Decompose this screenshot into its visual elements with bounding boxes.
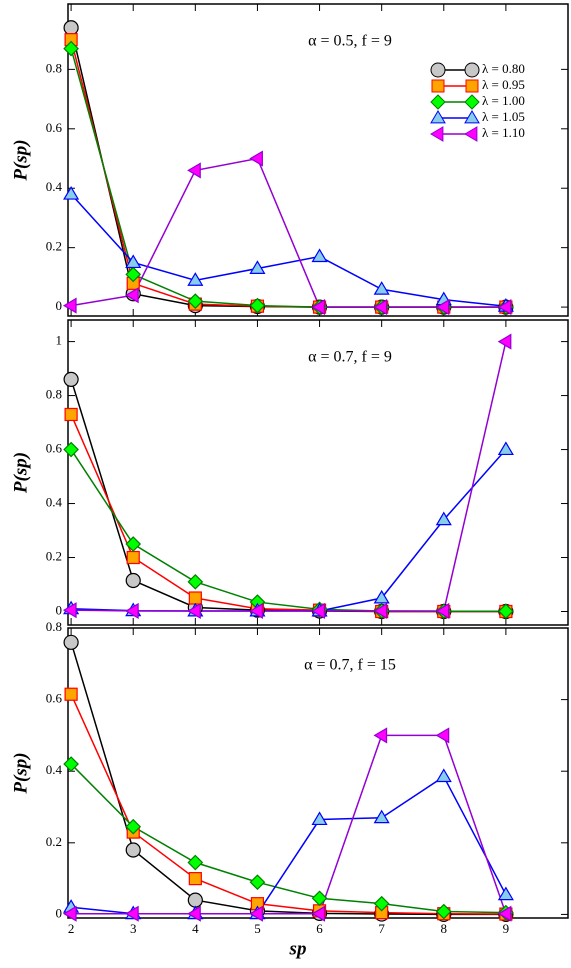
- legend-label: λ = 1.05: [482, 109, 525, 124]
- marker: [65, 408, 77, 420]
- marker: [465, 127, 477, 141]
- y-axis-label: P(sp): [10, 139, 31, 181]
- marker: [466, 80, 478, 92]
- chart: 0 0.2 0.4 0.6 0.8 α = 0.5, f = 9 P(sp) λ = 0.80…: [0, 0, 571, 968]
- marker: [126, 537, 140, 551]
- marker: [313, 891, 327, 905]
- marker: [465, 63, 479, 77]
- legend-label: λ = 1.10: [482, 125, 525, 140]
- marker: [188, 163, 200, 177]
- y-tick-label: 0.8: [46, 387, 62, 402]
- marker: [64, 299, 76, 313]
- y-tick-label: 0.6: [46, 691, 63, 706]
- marker: [188, 856, 202, 870]
- marker: [499, 443, 513, 455]
- marker: [64, 372, 78, 386]
- panel-title: α = 0.7, f = 15: [304, 657, 396, 674]
- marker: [432, 80, 444, 92]
- y-tick-label: 0.4: [46, 179, 63, 194]
- page: 0 0.2 0.4 0.6 0.8 α = 0.5, f = 9 P(sp) λ = 0.80…: [0, 0, 571, 968]
- marker: [431, 127, 443, 141]
- y-tick-label: 0.8: [46, 60, 62, 75]
- y-tick-label: 0: [56, 905, 63, 920]
- y-tick-label: 0.4: [46, 495, 63, 510]
- y-tick-label: 0.6: [46, 441, 63, 456]
- marker: [250, 875, 264, 889]
- y-tick-label: 0.4: [46, 762, 63, 777]
- marker: [437, 770, 451, 782]
- x-tick-label: 9: [503, 921, 510, 936]
- x-tick-label: 2: [68, 921, 75, 936]
- y-tick-label: 0.2: [46, 834, 62, 849]
- marker: [64, 187, 78, 199]
- marker: [499, 888, 513, 900]
- marker: [437, 728, 449, 742]
- legend-label: λ = 0.80: [482, 61, 525, 76]
- series-line: [71, 694, 506, 914]
- marker: [126, 843, 140, 857]
- y-tick-label: 0.6: [46, 120, 63, 135]
- marker: [431, 63, 445, 77]
- y-axis-label: P(sp): [10, 452, 31, 494]
- legend-label: λ = 0.95: [482, 77, 525, 92]
- marker: [313, 250, 327, 262]
- marker: [313, 813, 327, 825]
- y-tick-label: 0.8: [46, 619, 62, 634]
- y-tick-label: 0: [56, 602, 63, 617]
- marker: [465, 111, 479, 123]
- x-axis-label: sp: [289, 938, 307, 959]
- marker: [465, 95, 479, 109]
- marker: [65, 688, 77, 700]
- y-tick-label: 1: [56, 333, 63, 348]
- marker: [126, 573, 140, 587]
- x-tick-label: 3: [130, 921, 137, 936]
- marker: [188, 893, 202, 907]
- y-axis-label: P(sp): [10, 752, 31, 794]
- marker: [64, 21, 78, 35]
- x-tick-label: 8: [441, 921, 448, 936]
- marker: [431, 111, 445, 123]
- plot-frame: [68, 320, 568, 625]
- marker: [188, 575, 202, 589]
- plot-frame: [68, 4, 568, 316]
- y-tick-label: 0.2: [46, 239, 62, 254]
- series-line: [71, 342, 506, 611]
- y-tick-label: 0: [56, 298, 63, 313]
- marker: [375, 811, 389, 823]
- x-tick-label: 6: [316, 921, 323, 936]
- y-tick-label: 0.2: [46, 549, 62, 564]
- marker: [189, 592, 201, 604]
- x-tick-label: 7: [378, 921, 385, 936]
- panel-title: α = 0.5, f = 9: [308, 33, 392, 50]
- marker: [189, 873, 201, 885]
- panel-title: α = 0.7, f = 9: [308, 349, 392, 366]
- marker: [250, 152, 262, 166]
- marker: [64, 443, 78, 457]
- marker: [375, 282, 389, 294]
- marker: [431, 95, 445, 109]
- legend-label: λ = 1.00: [482, 93, 525, 108]
- x-tick-label: 5: [254, 921, 261, 936]
- marker: [127, 552, 139, 564]
- x-tick-label: 4: [192, 921, 199, 936]
- marker: [64, 635, 78, 649]
